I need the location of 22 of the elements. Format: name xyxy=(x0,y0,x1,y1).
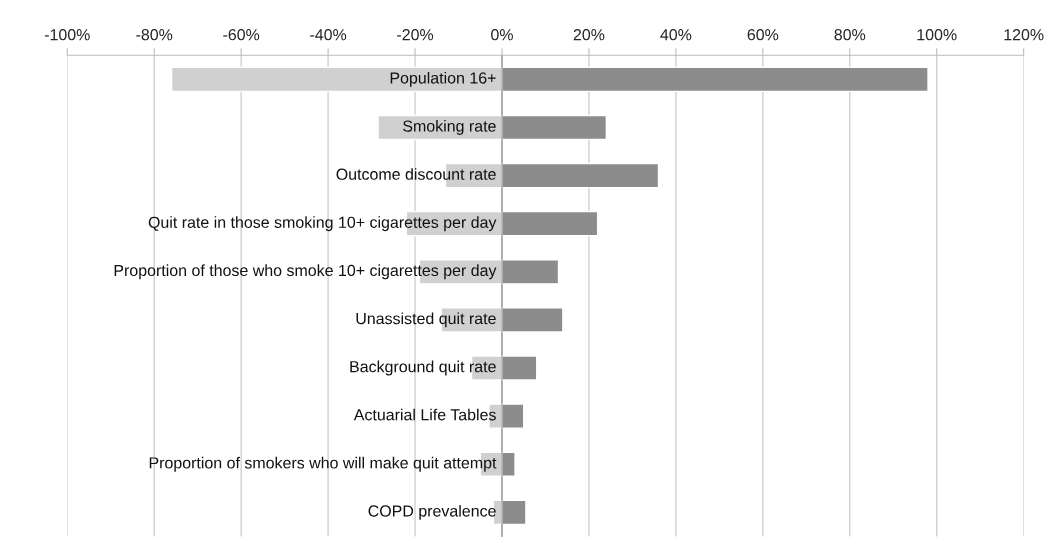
x-tick-label: 40% xyxy=(660,29,692,41)
y-tick-label: Smoking rate xyxy=(403,120,496,135)
x-tick-label: -60% xyxy=(223,29,260,41)
x-tick-label: 20% xyxy=(573,29,605,41)
x-tick-label: 0% xyxy=(491,29,513,41)
x-tick-label: 100% xyxy=(917,29,957,41)
x-tick-label: -100% xyxy=(44,29,90,41)
y-tick-label: Quit rate in those smoking 10+ cigarettes per day xyxy=(148,216,497,232)
y-tick-label: Outcome discount rate xyxy=(336,168,496,180)
y-tick-label: Unassisted quit rate xyxy=(356,312,496,328)
x-tick-label: -80% xyxy=(136,29,173,41)
y-tick-label: Population 16+ xyxy=(390,71,496,87)
y-tick-label: Proportion of smokers who will make quit attempt xyxy=(149,456,497,472)
x-tick-label: -20% xyxy=(397,29,434,41)
x-tick-label: -40% xyxy=(310,29,347,41)
y-tick-label: Actuarial Life Tables xyxy=(353,408,496,421)
x-tick-label: 80% xyxy=(834,29,866,41)
y-tick-label: Background quit rate xyxy=(350,360,496,376)
y-tick-label: Proportion of those who smoke 10+ cigarettes per day xyxy=(114,264,497,280)
x-tick-label: 120% xyxy=(1004,29,1044,41)
x-tick-label: 60% xyxy=(747,29,779,41)
y-tick-label: COPD prevalence xyxy=(368,504,496,520)
